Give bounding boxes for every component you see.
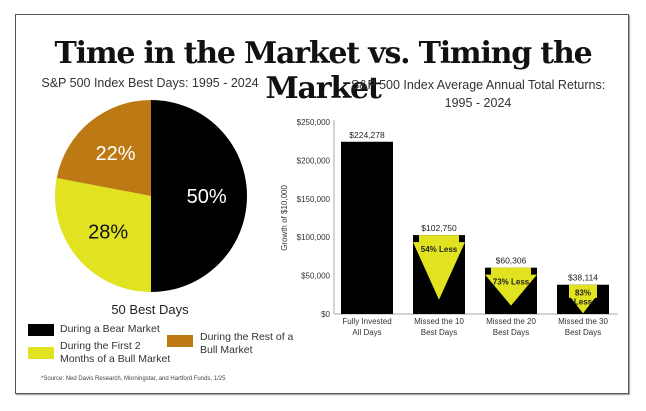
pie-subtitle: S&P 500 Index Best Days: 1995 - 2024 (41, 76, 259, 90)
bar-value-label: $38,114 (568, 273, 598, 283)
bar-value-label: $224,278 (349, 130, 385, 140)
decrease-arrow (485, 267, 537, 306)
main-title: Time in the Market vs. Timing the Market (54, 36, 593, 106)
legend-label-first-2-months: During the First 2 Months of a Bull Mark… (60, 340, 170, 366)
decrease-label: 73% Less (493, 278, 530, 287)
y-tick-label: $0 (321, 310, 330, 319)
decrease-label: 54% Less (421, 245, 458, 254)
pie-slice (151, 100, 247, 292)
pie-slice (55, 178, 151, 292)
x-tick-label: Missed the 10 (414, 317, 464, 326)
y-tick-label: $150,000 (297, 195, 331, 204)
decrease-label: 83% (575, 289, 591, 298)
y-axis-label: Growth of $10,000 (280, 185, 289, 251)
legend-swatch-bear (28, 324, 54, 336)
bar-value-label: $102,750 (421, 223, 457, 233)
legend-label-bear: During a Bear Market (60, 323, 160, 335)
legend-swatch-first-2-months (28, 347, 54, 359)
pie-slice (56, 100, 151, 196)
decrease-label: Less (574, 298, 593, 307)
legend-label-rest-of-bull-line1: During the Rest of a (200, 331, 294, 343)
pie-slice-label: 22% (95, 143, 135, 165)
source-note: *Source: Ned Davis Research, Morningstar… (41, 376, 226, 382)
y-tick-label: $200,000 (297, 156, 331, 165)
legend-label-rest-of-bull: During the Rest of a Bull Market (200, 331, 293, 357)
bar-subtitle-line2: 1995 - 2024 (444, 96, 512, 110)
y-tick-label: $50,000 (301, 272, 330, 281)
x-tick-label: All Days (352, 328, 381, 337)
bar-subtitle-line1: S&P 500 Index Average Annual Total Retur… (350, 78, 606, 92)
legend-label-first-2-months-line1: During the First 2 (60, 340, 141, 352)
legend-label-rest-of-bull-line2: Bull Market (200, 344, 253, 356)
x-tick-label: Missed the 20 (486, 317, 536, 326)
pie-slice-label: 50% (187, 186, 227, 208)
x-tick-label: Best Days (421, 328, 457, 337)
legend-swatch-rest-of-bull (167, 335, 193, 347)
legend-label-first-2-months-line2: Months of a Bull Market (60, 353, 171, 365)
x-tick-label: Best Days (493, 328, 529, 337)
x-tick-label: Missed the 30 (558, 317, 608, 326)
bar-subtitle: S&P 500 Index Average Annual Total Retur… (318, 76, 638, 112)
pie-caption: 50 Best Days (111, 302, 189, 317)
y-tick-label: $250,000 (297, 118, 331, 127)
x-tick-label: Best Days (565, 328, 601, 337)
decrease-arrow (413, 235, 465, 300)
bar (341, 141, 393, 314)
y-tick-label: $100,000 (297, 233, 331, 242)
bar-value-label: $60,306 (496, 256, 527, 266)
pie-slice-label: 28% (88, 221, 128, 243)
decrease-arrow (569, 284, 597, 314)
x-tick-label: Fully Invested (342, 317, 391, 326)
